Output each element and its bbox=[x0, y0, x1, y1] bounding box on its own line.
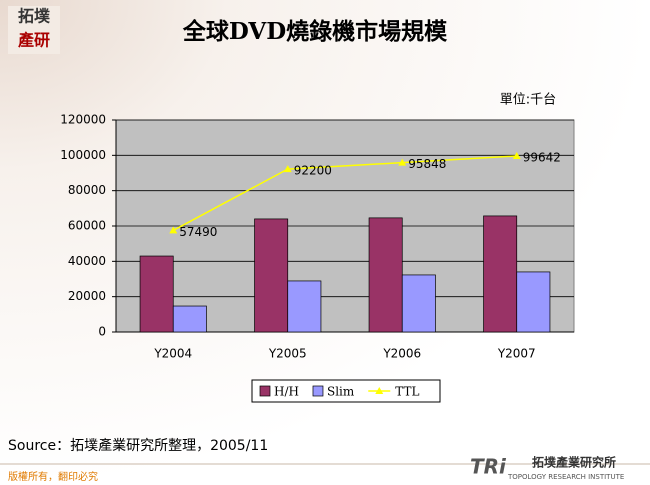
y-tick-label: 100000 bbox=[60, 148, 106, 162]
y-tick-label: 80000 bbox=[68, 183, 106, 197]
brand-name: 拓墣產業研究所 bbox=[532, 455, 616, 470]
logo: 拓墣 bbox=[18, 7, 50, 26]
data-label: 92200 bbox=[294, 164, 332, 178]
legend-swatch bbox=[259, 385, 271, 397]
brand-mark: TRi bbox=[470, 455, 507, 479]
line bbox=[172, 155, 517, 232]
bar bbox=[139, 255, 174, 333]
line-marker bbox=[398, 158, 407, 166]
line-marker bbox=[283, 165, 292, 173]
data-label: 57490 bbox=[179, 225, 217, 239]
bar bbox=[172, 305, 207, 333]
line-marker bbox=[512, 151, 521, 159]
legend-swatch bbox=[312, 385, 324, 397]
unit-label: 單位:千台 bbox=[500, 93, 556, 108]
x-tick-label: Y2007 bbox=[497, 347, 536, 361]
bar bbox=[368, 217, 403, 333]
x-tick-label: Y2004 bbox=[153, 347, 192, 361]
bar bbox=[483, 215, 518, 333]
x-tick-label: Y2006 bbox=[382, 347, 421, 361]
legend bbox=[251, 379, 441, 403]
logo-box bbox=[8, 6, 60, 54]
line-marker bbox=[169, 226, 178, 234]
legend-label: Slim bbox=[327, 385, 355, 399]
y-tick-label: 60000 bbox=[68, 219, 106, 233]
source: Source：拓墣產業研究所整理，2005/11 bbox=[8, 437, 268, 454]
data-label: 99642 bbox=[523, 150, 561, 164]
y-tick-label: 0 bbox=[98, 325, 106, 339]
footer: 版權所有，翻印必究 bbox=[8, 470, 98, 483]
bar bbox=[516, 271, 551, 333]
bar bbox=[401, 274, 436, 333]
bar bbox=[287, 280, 322, 333]
y-tick-label: 40000 bbox=[68, 254, 106, 268]
data-label: 95848 bbox=[408, 157, 446, 171]
legend-swatch bbox=[375, 387, 384, 394]
y-tick-label: 20000 bbox=[68, 289, 106, 303]
x-tick-label: Y2005 bbox=[268, 347, 307, 361]
brand-english: TOPOLOGY RESEARCH INSTITUTE bbox=[507, 473, 624, 481]
slide-title: 全球DVD燒錄機市場規模 bbox=[182, 18, 448, 45]
chart: 0 20000 40000 60000 80000 100000 120000 Y2004 Y2… bbox=[60, 113, 575, 403]
logo: 產研 bbox=[18, 31, 50, 50]
legend-label: H/H bbox=[274, 385, 299, 399]
bar bbox=[254, 218, 289, 333]
y-tick-label: 120000 bbox=[60, 113, 106, 127]
legend-label: TTL bbox=[395, 385, 419, 399]
